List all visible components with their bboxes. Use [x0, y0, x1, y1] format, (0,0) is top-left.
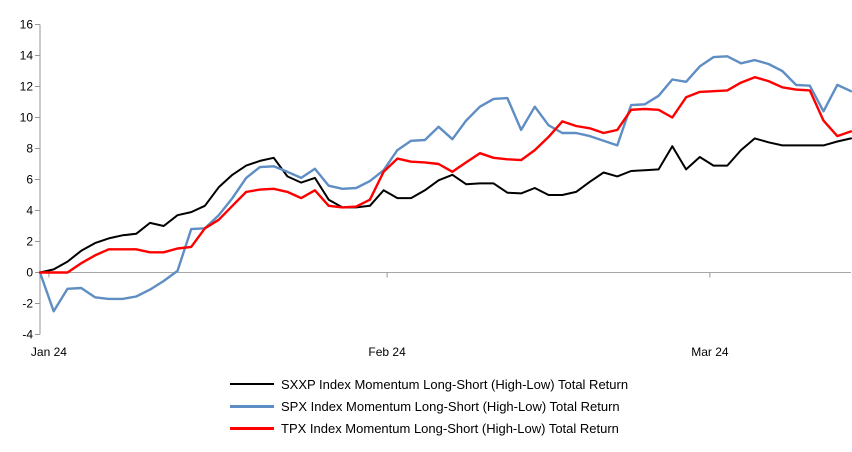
legend-item-sxxp: SXXP Index Momentum Long-Short (High-Low… — [230, 373, 628, 395]
legend-label-sxxp: SXXP Index Momentum Long-Short (High-Low… — [281, 376, 629, 392]
legend-swatch-spx — [230, 404, 274, 408]
y-tick-label: -4 — [22, 328, 33, 342]
series-line-spx — [38, 55, 852, 313]
y-tick-label: 8 — [26, 142, 33, 156]
y-tick-label: 0 — [26, 266, 33, 280]
series-line-sxxp — [39, 137, 852, 274]
x-tick-label: Feb 24 — [368, 345, 406, 359]
chart-legend: SXXP Index Momentum Long-Short (High-Low… — [230, 373, 628, 439]
legend-item-spx: SPX Index Momentum Long-Short (High-Low)… — [230, 395, 628, 417]
legend-swatch-tpx — [230, 426, 274, 430]
series-line-tpx — [38, 75, 852, 274]
legend-item-tpx: TPX Index Momentum Long-Short (High-Low)… — [230, 417, 628, 439]
x-tick-label: Jan 24 — [31, 345, 67, 359]
y-tick-label: 2 — [26, 235, 33, 249]
y-tick-label: -2 — [22, 297, 33, 311]
y-tick-label: 16 — [20, 18, 34, 32]
y-tick-label: 4 — [26, 204, 33, 218]
legend-swatch-sxxp — [230, 383, 274, 385]
x-tick-label: Mar 24 — [691, 345, 729, 359]
y-tick-label: 10 — [20, 111, 34, 125]
momentum-line-chart: 16 14 12 10 8 6 4 2 0 -2 -4 Jan 24 Feb 24 Mar 24 — [20, 18, 852, 359]
y-tick-label: 14 — [20, 49, 34, 63]
y-tick-label: 6 — [26, 173, 33, 187]
y-tick-label: 12 — [20, 80, 34, 94]
legend-label-tpx: TPX Index Momentum Long-Short (High-Low)… — [281, 420, 619, 436]
legend-label-spx: SPX Index Momentum Long-Short (High-Low)… — [281, 398, 620, 414]
